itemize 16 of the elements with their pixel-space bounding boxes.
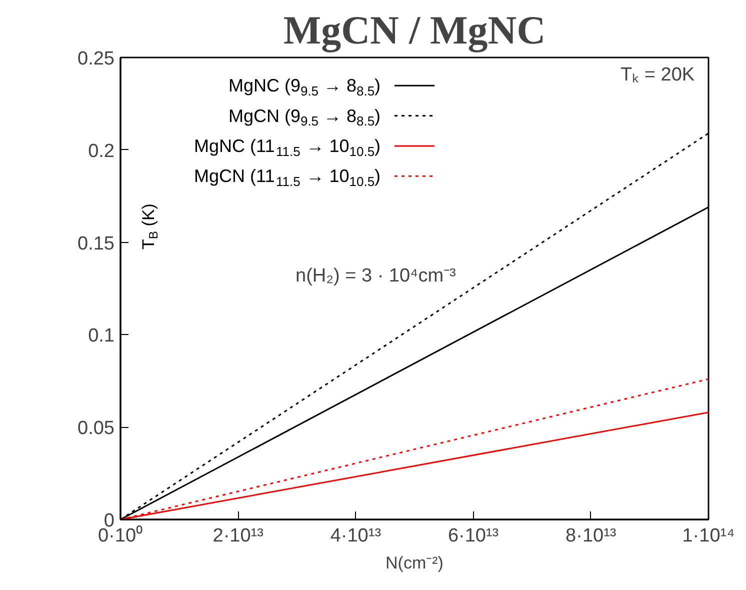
x-tick-label: 2·10¹³ — [212, 526, 264, 546]
annotation: n(H₂) = 3 · 10⁴cm⁻³ — [296, 266, 456, 287]
x-tick-label: 4·10¹³ — [330, 526, 382, 546]
x-tick-label: 6·10¹³ — [448, 526, 499, 546]
x-axis-title: N(cm⁻²) — [386, 554, 444, 572]
annotation: Tₖ = 20K — [620, 64, 695, 86]
x-tick-label: 0·10⁰ — [98, 524, 144, 546]
y-tick-label: 0.25 — [78, 48, 115, 70]
y-tick-label: 0.15 — [78, 233, 115, 254]
y-tick-label: 0.2 — [88, 140, 115, 162]
x-tick-label: 8·10¹³ — [566, 526, 616, 546]
y-tick-label: 0.05 — [78, 418, 115, 440]
x-tick-label: 1·10¹⁴ — [682, 526, 735, 546]
y-axis-title: TB (K) — [139, 204, 161, 250]
y-tick-label: 0.1 — [88, 326, 115, 347]
chart-title: MgCN / MgNC — [283, 8, 546, 52]
